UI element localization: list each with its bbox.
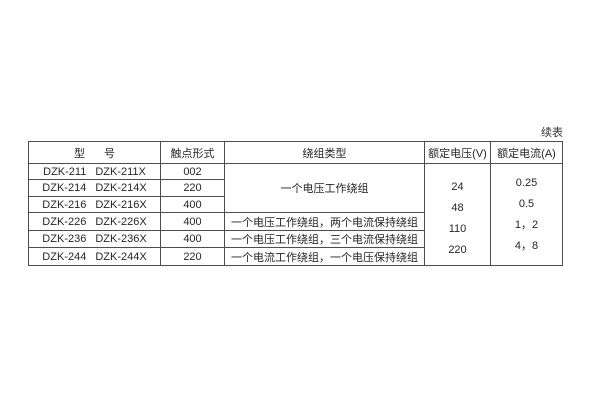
model-number-x: DZK-244X [95,250,147,263]
header-winding-type: 绕组类型 [224,141,425,164]
header-row: 型 号 触点形式 绕组类型 额定电压(V) 额定电流(A) [28,141,563,164]
model-cell: DZK-236 DZK-236X [28,229,161,249]
table-row-dzk244: DZK-244 DZK-244X 220 一个电流工作绕组，一个电压保持绕组 [28,247,563,266]
model-number: DZK-216 [42,198,87,211]
header-contact-form: 触点形式 [160,141,225,164]
model-number-x: DZK-216X [95,198,147,211]
contact-form-cell: 220 [160,179,225,197]
model-number-x: DZK-226X [95,215,147,228]
model-number: DZK-211 [43,165,87,178]
model-cell: DZK-216 DZK-216X [28,195,161,214]
rated-current-merged-cell: 0.25 0.5 1，2 4，8 [490,163,563,266]
model-number-x: DZK-236X [95,233,147,246]
model-number: DZK-244 [42,250,87,263]
spec-table: 型 号 触点形式 绕组类型 额定电压(V) 额定电流(A) DZK-211 DZ… [28,141,563,266]
voltage-value: 110 [448,222,467,235]
current-value: 0.5 [518,197,535,210]
header-rated-voltage: 额定电压(V) [424,141,491,164]
winding-type-cell: 一个电压工作绕组，两个电流保持绕组 [224,212,425,231]
model-cell: DZK-211 DZK-211X [28,162,161,181]
current-value: 0.25 [515,176,538,189]
winding-type-merged-cell: 一个电压工作绕组 [224,162,425,214]
table-row-dzk214: DZK-214 DZK-214X 220 [28,179,563,197]
table-row-dzk216: DZK-216 DZK-216X 400 [28,195,563,214]
header-rated-current: 额定电流(A) [490,141,563,164]
contact-form-cell: 220 [160,247,225,266]
contact-form-cell: 400 [160,229,225,249]
contact-form-cell: 400 [160,212,225,231]
current-value: 4，8 [514,239,539,252]
contact-form-cell: 002 [160,162,225,181]
continued-table-label: 续表 [541,127,563,139]
voltage-value: 220 [448,243,467,256]
model-cell: DZK-214 DZK-214X [28,179,161,197]
header-model: 型 号 [28,141,161,164]
contact-form-cell: 400 [160,195,225,214]
model-number-x: DZK-211X [95,165,146,178]
winding-type-cell: 一个电流工作绕组，一个电压保持绕组 [224,247,425,266]
model-cell: DZK-244 DZK-244X [28,247,161,266]
current-value: 1，2 [514,218,539,231]
model-number: DZK-226 [42,215,87,228]
voltage-value: 24 [451,180,464,193]
model-number-x: DZK-214X [95,182,147,195]
rated-voltage-merged-cell: 24 48 110 220 [424,163,491,266]
model-number: DZK-236 [42,233,87,246]
model-cell: DZK-226 DZK-226X [28,212,161,231]
table-row-dzk211: DZK-211 DZK-211X 002 一个电压工作绕组 24 48 110 … [28,162,563,266]
model-number: DZK-214 [42,182,87,195]
winding-type-cell: 一个电压工作绕组，三个电流保持绕组 [224,229,425,249]
voltage-value: 48 [451,201,464,214]
